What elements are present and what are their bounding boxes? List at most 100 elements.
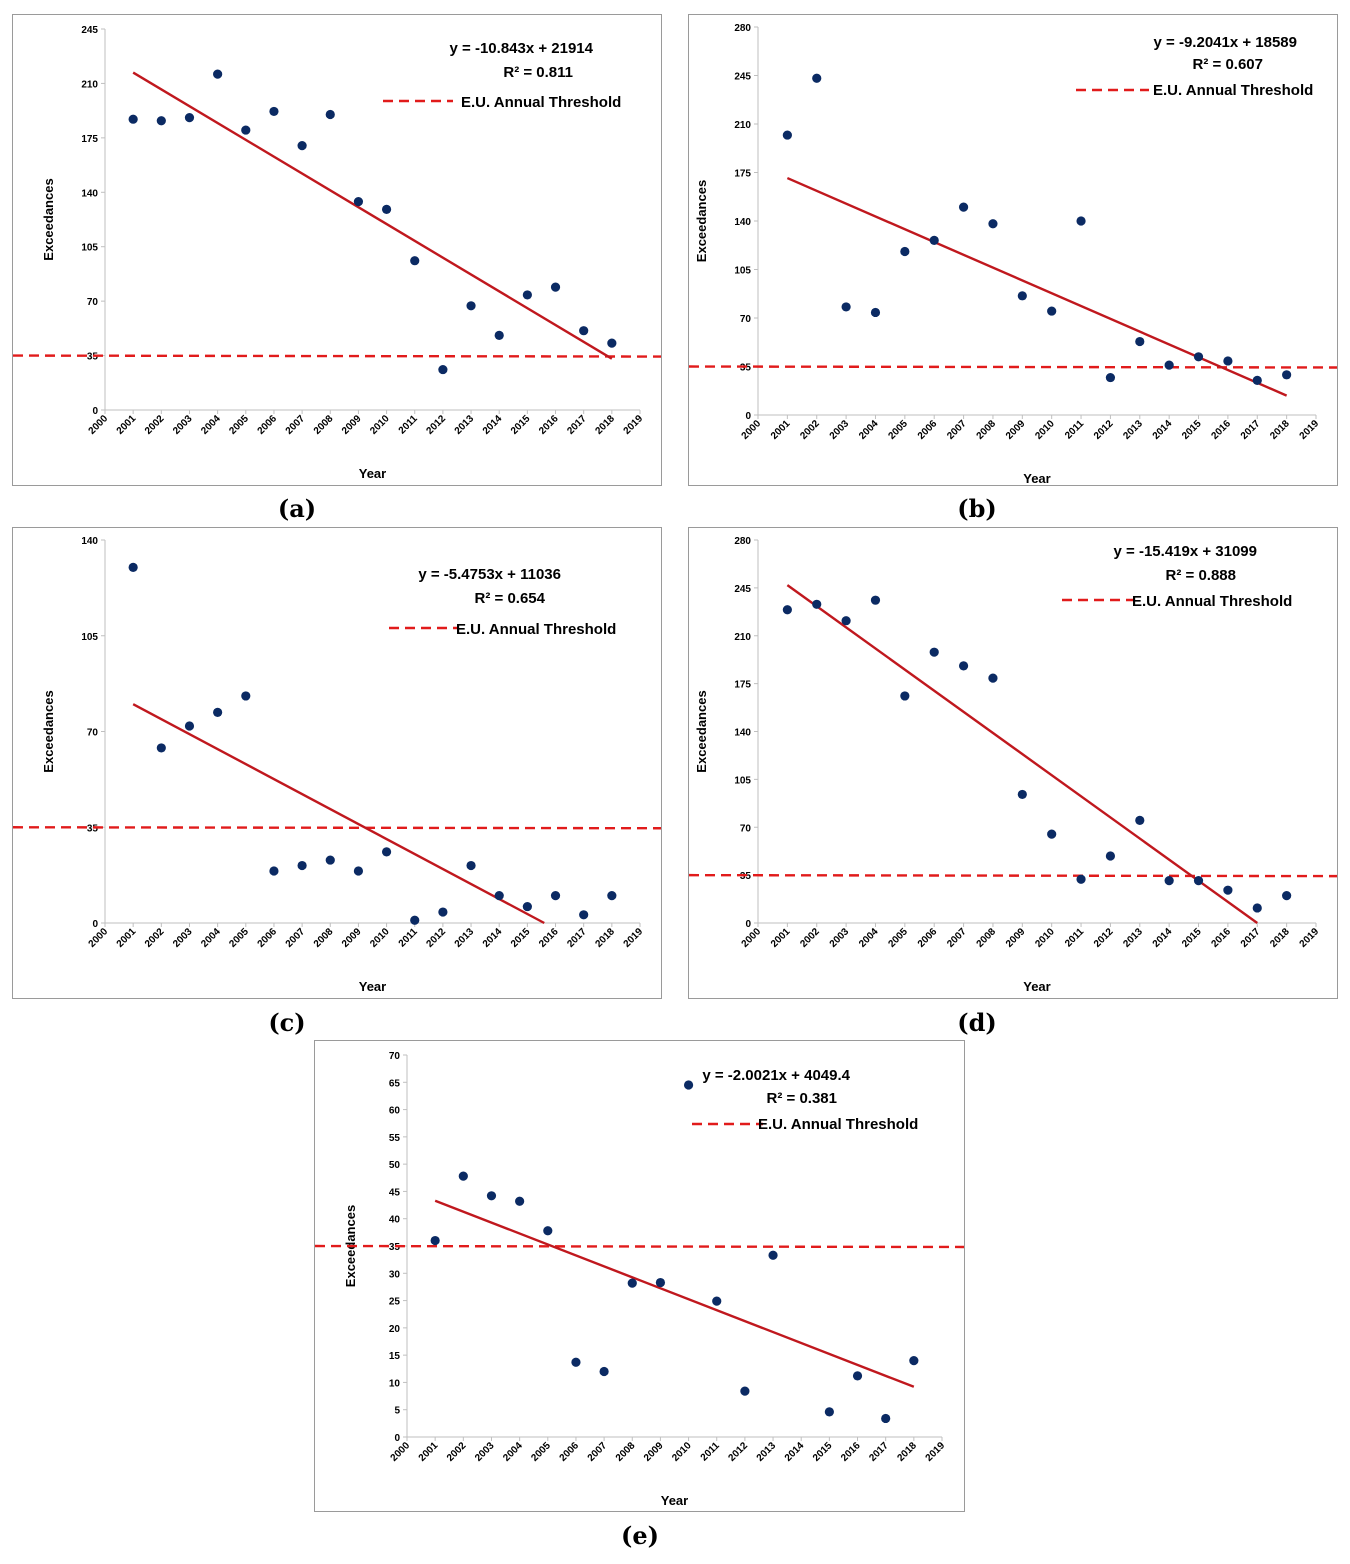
data-point [466, 860, 476, 871]
x-tick-label: 2002 [798, 418, 822, 442]
x-tick-label: 2018 [1268, 926, 1292, 950]
r-squared-label: R² = 0.811 [503, 64, 573, 81]
x-tick-label: 2009 [642, 1440, 666, 1464]
chart-panel-a: 0 35 70 105 140 175 210 245 2000 2001 2002 2003 2004… [12, 14, 662, 486]
threshold-line [689, 873, 1337, 878]
x-tick-label: 2009 [1004, 926, 1028, 950]
x-tick-label: 2005 [886, 418, 910, 442]
x-tick-label: 2018 [593, 926, 617, 950]
x-tick-label: 2001 [115, 926, 139, 950]
x-tick-label: 2011 [397, 926, 420, 949]
x-tick-label: 2010 [1033, 418, 1057, 442]
y-axis-title: Exceedances [694, 690, 709, 772]
trend-line [434, 1199, 915, 1388]
x-axis-title: Year [1023, 471, 1050, 485]
data-point [522, 290, 532, 300]
x-axis-title: Year [359, 466, 386, 481]
y-tick-label: 15 [389, 1351, 401, 1362]
y-tick-label: 45 [389, 1187, 401, 1198]
data-point [353, 866, 364, 876]
x-tick-label: 2009 [340, 926, 364, 950]
x-tick-label: 2018 [1268, 418, 1292, 442]
y-tick-label: 0 [394, 1433, 400, 1444]
x-axis-title: Year [359, 979, 386, 994]
chart-panel-d: 0 35 70 105 140 175 210 245 280 2000 2001 2002 2003 2… [688, 527, 1338, 999]
x-tick-label: 2006 [558, 1440, 582, 1464]
x-tick-label: 2019 [622, 413, 646, 437]
x-tick-label: 2010 [670, 1440, 694, 1464]
data-point [1017, 291, 1027, 301]
x-tick-label: 2012 [425, 413, 449, 437]
data-point [156, 743, 166, 753]
y-tick-label: 35 [87, 352, 99, 363]
data-point [958, 661, 969, 671]
data-point [683, 1080, 694, 1090]
y-tick-label: 210 [81, 79, 98, 90]
trend-line [132, 703, 545, 925]
threshold-line [13, 826, 661, 830]
data-point [655, 1277, 666, 1288]
x-tick-label: 2019 [1298, 418, 1322, 442]
y-tick-label: 35 [87, 823, 99, 834]
y-tick-label: 175 [734, 169, 751, 180]
y-tick-label: 175 [81, 134, 98, 145]
y-tick-label: 140 [734, 217, 751, 228]
x-tick-label: 2017 [565, 413, 589, 437]
data-point [1223, 356, 1233, 366]
y-tick-label: 245 [81, 25, 98, 36]
x-tick-label: 2011 [397, 413, 420, 436]
trend-equation: y = -10.843x + 21914 [450, 40, 594, 57]
y-tick-label: 50 [389, 1160, 401, 1171]
y-tick-label: 140 [81, 188, 98, 199]
y-tick-label: 55 [389, 1133, 401, 1144]
r-squared-label: R² = 0.607 [1193, 56, 1263, 73]
y-tick-label: 60 [389, 1106, 401, 1117]
x-tick-label: 2006 [916, 926, 940, 950]
x-tick-label: 2013 [755, 1440, 779, 1464]
data-point [1135, 336, 1145, 347]
x-tick-label: 2017 [1239, 926, 1263, 950]
data-point [410, 256, 420, 266]
x-tick-label: 2017 [1239, 418, 1263, 442]
data-point [988, 219, 998, 229]
x-tick-label: 2000 [87, 926, 111, 950]
data-point [870, 595, 881, 605]
data-point [325, 855, 335, 865]
y-tick-label: 210 [734, 632, 751, 643]
x-tick-label: 2003 [171, 413, 195, 437]
x-tick-label: 2013 [1121, 418, 1145, 442]
threshold-line [13, 354, 661, 358]
chart-svg-e: 0 5 10 15 20 25 30 35 40 45 50 55 60 65 70 2000 2001 2002… [315, 1051, 964, 1508]
data-point [213, 69, 223, 79]
legend-threshold-label: E.U. Annual Threshold [461, 94, 621, 111]
x-tick-label: 2011 [699, 1440, 722, 1463]
data-point [184, 113, 195, 123]
legend-threshold-label: E.U. Annual Threshold [1132, 593, 1292, 610]
chart-svg-a: 0 35 70 105 140 175 210 245 2000 2001 2002 2003 2004… [13, 25, 661, 481]
r-squared-label: R² = 0.381 [767, 1090, 837, 1107]
data-point [824, 1407, 834, 1417]
x-tick-label: 2010 [1033, 926, 1057, 950]
data-point [297, 860, 307, 871]
caption-c: (c) [268, 1008, 306, 1037]
data-point [768, 1250, 778, 1260]
data-point [841, 616, 851, 626]
data-point [550, 282, 561, 292]
x-tick-label: 2001 [115, 413, 139, 437]
data-point [782, 130, 792, 140]
y-tick-label: 0 [745, 919, 751, 930]
x-tick-label: 2015 [811, 1440, 835, 1464]
y-axis-title: Exceedances [694, 180, 709, 262]
trend-equation: y = -5.4753x + 11036 [418, 566, 561, 583]
x-tick-label: 2009 [1004, 418, 1028, 442]
data-point [269, 106, 279, 117]
data-point [381, 847, 392, 857]
x-tick-label: 2007 [945, 926, 969, 950]
data-point [438, 907, 448, 917]
y-tick-label: 35 [740, 363, 752, 374]
y-tick-label: 5 [394, 1406, 400, 1417]
data-point [381, 204, 392, 214]
x-tick-label: 2019 [622, 926, 646, 950]
x-tick-label: 2007 [945, 418, 969, 442]
y-tick-label: 10 [389, 1378, 401, 1389]
